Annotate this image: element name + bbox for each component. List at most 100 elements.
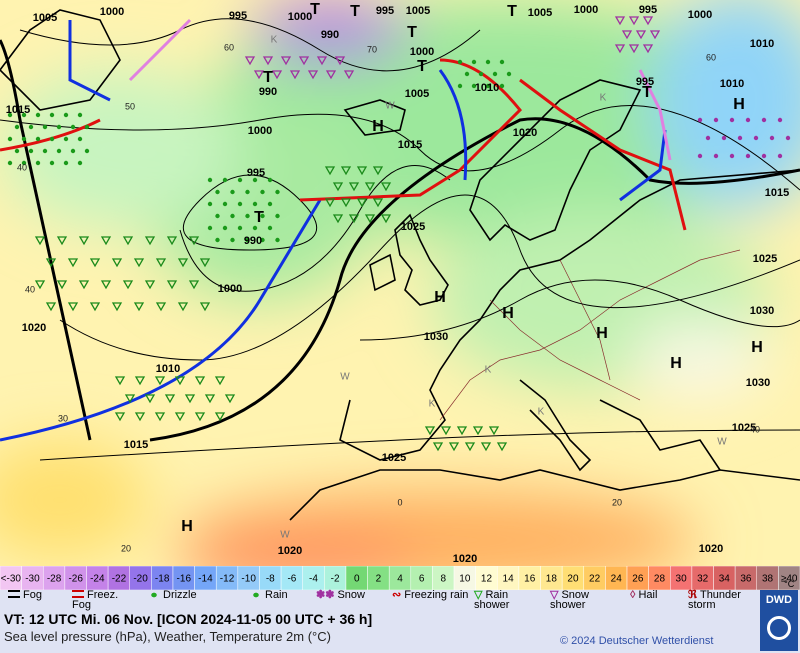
precip-symbol — [492, 71, 498, 77]
logo: DWD — [760, 590, 798, 651]
symbol-label: Hail — [638, 589, 658, 601]
symbol-thunderstorm: ℜ Thunder storm — [688, 589, 741, 611]
shower-symbol — [456, 426, 468, 436]
pressure-label: 1015 — [124, 439, 148, 451]
shower-symbol — [188, 280, 200, 290]
pressure-center: T — [310, 1, 320, 18]
shower-symbol — [45, 258, 57, 268]
precip-symbol — [464, 71, 470, 77]
shower-symbol — [78, 236, 90, 246]
precip-symbol — [21, 112, 27, 118]
precip-symbol — [745, 117, 751, 123]
precip-symbol — [713, 153, 719, 159]
precip-symbol — [35, 160, 41, 166]
precip-symbol — [237, 177, 243, 183]
pressure-label: 1025 — [732, 422, 756, 434]
weather-symbols — [7, 16, 791, 452]
precip-symbol — [761, 153, 767, 159]
precip-symbol — [713, 117, 719, 123]
pressure-label: 1015 — [6, 104, 30, 116]
shower-symbol — [372, 166, 384, 176]
shower-symbol — [253, 70, 265, 80]
precip-symbol — [745, 153, 751, 159]
shower-symbol — [332, 182, 344, 192]
shower-symbol — [324, 198, 336, 208]
pressure-center: H — [502, 305, 514, 322]
shower-symbol — [621, 30, 633, 40]
shower-symbol — [154, 376, 166, 386]
pressure-center: T — [254, 209, 264, 226]
pressure-label: 1005 — [528, 7, 552, 19]
precip-symbol — [499, 83, 505, 89]
pressure-label: 1010 — [156, 363, 180, 375]
symbol-freezing-rain: ∾ Freezing rain — [392, 589, 469, 601]
wind-label: K — [271, 35, 278, 46]
precip-symbol — [785, 135, 791, 141]
precip-symbol — [478, 71, 484, 77]
shower-symbol — [325, 70, 337, 80]
shower-symbol — [56, 236, 68, 246]
pressure-label: 995 — [636, 76, 654, 88]
shower-symbol — [111, 302, 123, 312]
precip-symbol — [56, 148, 62, 154]
pressure-label: 1010 — [475, 82, 499, 94]
grid-label: 40 — [17, 162, 27, 172]
pressure-center: H — [372, 118, 384, 135]
shower-symbol — [642, 16, 654, 26]
legend-label: 12 — [481, 574, 493, 585]
legend-label: -30 — [25, 574, 40, 585]
symbol-label: Freez. Fog — [72, 589, 119, 611]
shower-symbol — [194, 412, 206, 422]
borders — [439, 249, 741, 421]
legend-label: 18 — [546, 574, 558, 585]
legend-label: -6 — [287, 574, 296, 585]
precip-symbol — [260, 213, 265, 219]
map-labels: 1005 1000 995 1000 995 1005 1005 1000 995 1000 101… — [6, 1, 789, 565]
shower-symbol — [194, 376, 206, 386]
shower-symbol — [324, 166, 336, 176]
pressure-center: H — [670, 355, 682, 372]
pressure-center: H — [181, 518, 193, 535]
copyright: © 2024 Deutscher Wetterdienst — [560, 635, 714, 647]
legend-label: 2 — [376, 574, 382, 585]
shower-symbol — [348, 182, 360, 192]
precip-symbol — [245, 237, 250, 243]
precip-symbol — [35, 136, 41, 142]
pressure-label: 1000 — [100, 6, 124, 18]
symbol-label: Rain — [265, 589, 288, 601]
precip-symbol — [14, 148, 20, 154]
shower-symbol — [133, 258, 145, 268]
pressure-label: 1020 — [513, 127, 537, 139]
precip-symbol — [35, 112, 41, 118]
precip-symbol — [721, 135, 727, 141]
logo-text: DWD — [765, 594, 793, 606]
pressure-label: 1020 — [22, 322, 46, 334]
shower-symbol — [174, 376, 186, 386]
pressure-label: 1000 — [218, 283, 242, 295]
shower-symbol — [199, 258, 211, 268]
legend-label: -12 — [220, 574, 235, 585]
pressure-label: 1005 — [33, 12, 57, 24]
shower-symbol — [332, 214, 344, 224]
symbol-label: Drizzle — [163, 589, 197, 601]
symbol-snow-shower: ▽ Snow shower — [550, 589, 589, 611]
shower-symbol — [488, 426, 500, 436]
legend-label: -20 — [133, 574, 148, 585]
legend-label: 32 — [697, 574, 709, 585]
shower-symbol — [124, 394, 136, 404]
shower-symbol — [424, 426, 436, 436]
grid-label: 60 — [224, 42, 234, 52]
shower-symbol — [122, 236, 134, 246]
precip-symbol — [63, 136, 69, 142]
shower-symbol — [628, 44, 640, 54]
shower-symbol — [177, 302, 189, 312]
shower-symbol — [134, 376, 146, 386]
pressure-center: H — [434, 289, 446, 306]
symbol-label: Thunder storm — [688, 589, 741, 611]
shower-symbol — [111, 258, 123, 268]
precip-symbol — [267, 225, 273, 231]
shower-symbol — [177, 258, 189, 268]
shower-symbol — [635, 30, 647, 40]
legend-label: <-30 — [1, 574, 22, 585]
precip-symbol — [56, 124, 62, 130]
